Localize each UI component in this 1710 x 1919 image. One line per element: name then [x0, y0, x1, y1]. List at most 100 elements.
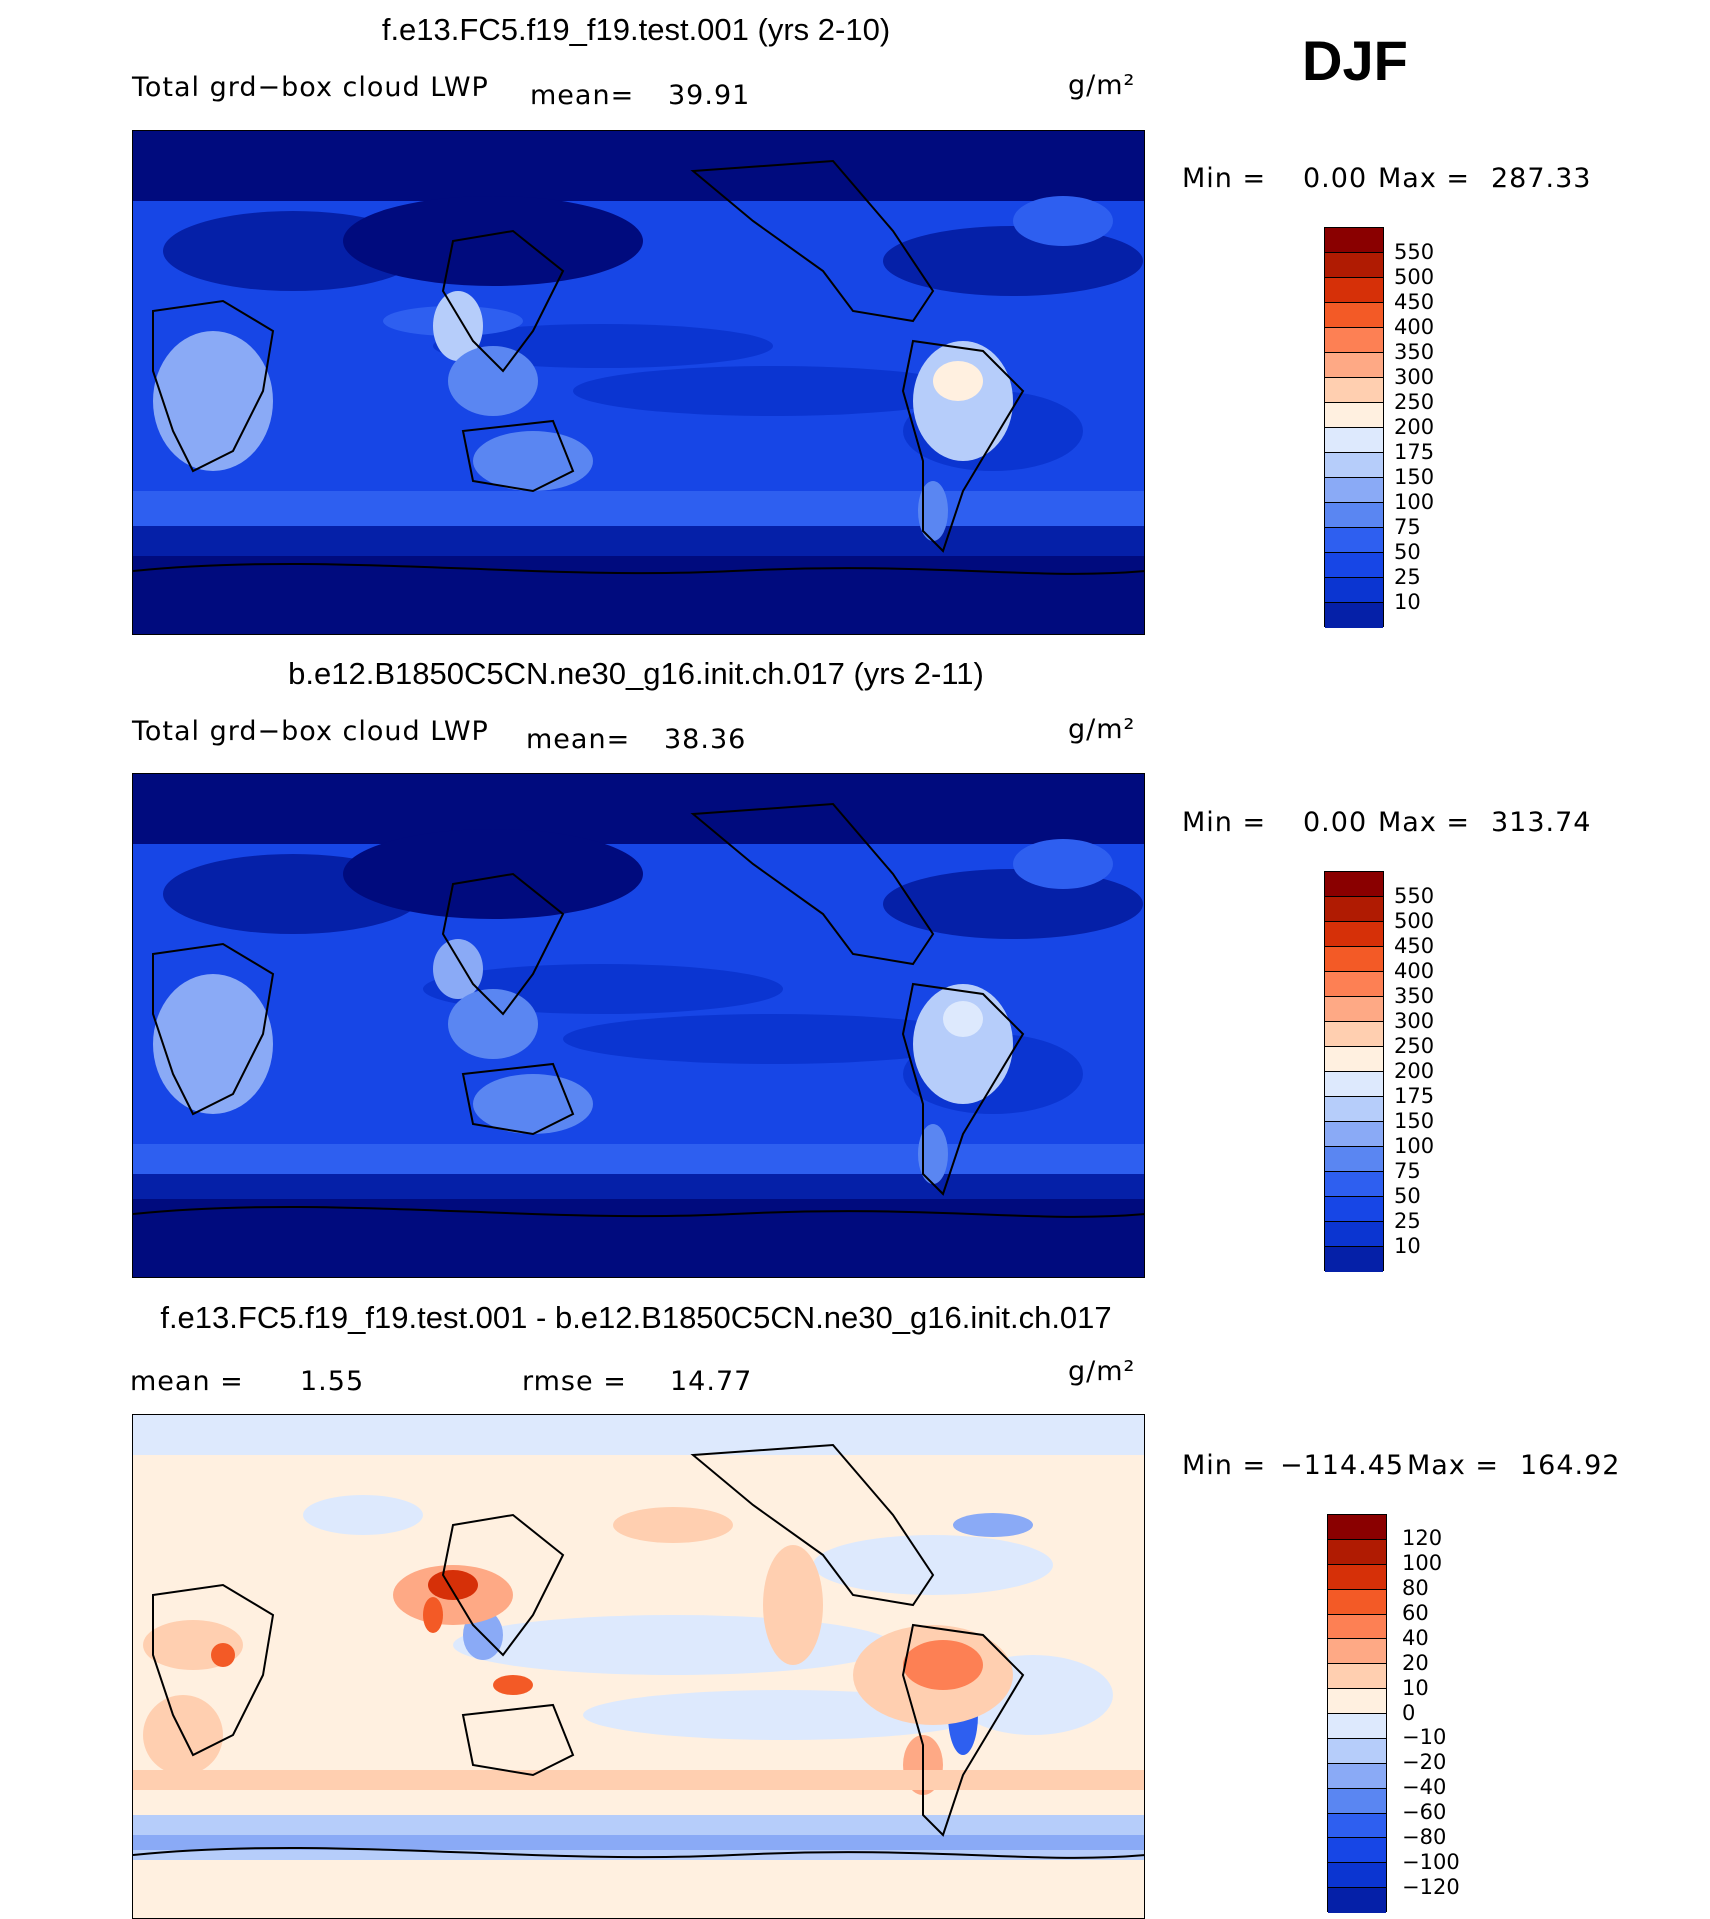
colorbar-label: 450	[1394, 289, 1435, 314]
colorbar-label: 175	[1394, 439, 1435, 464]
colorbar-label: −20	[1402, 1750, 1447, 1775]
panel-3-units: g/m²	[1068, 1356, 1136, 1387]
colorbar-segment	[1328, 1888, 1386, 1913]
colorbar-label: 200	[1394, 1058, 1435, 1083]
colorbar-segment	[1328, 1714, 1386, 1739]
colorbar-segment	[1328, 1614, 1386, 1640]
colorbar-label: 400	[1394, 314, 1435, 339]
colorbar-label: 20	[1402, 1650, 1429, 1675]
colorbar-label: 550	[1394, 239, 1435, 264]
colorbar-segment	[1328, 1813, 1386, 1839]
panel-3-max-label: Max =	[1407, 1450, 1500, 1481]
panel-2-max-value: 313.74	[1491, 807, 1592, 838]
panel-3-mean-label: mean =	[130, 1366, 244, 1397]
colorbar-label: 450	[1394, 933, 1435, 958]
colorbar-segment	[1325, 228, 1383, 253]
colorbar-label: 50	[1394, 539, 1421, 564]
season-label: DJF	[1302, 29, 1408, 92]
colorbar-label: 40	[1402, 1625, 1429, 1650]
panel-1-min-value: 0.00	[1303, 163, 1368, 194]
panel-2-field	[133, 774, 1144, 1277]
colorbar-segment	[1325, 503, 1383, 528]
colorbar-label: 300	[1394, 1008, 1435, 1033]
panel-1-map	[132, 130, 1145, 635]
colorbar-segment	[1328, 1738, 1386, 1764]
panel-3-rmse-label: rmse =	[522, 1366, 627, 1397]
colorbar-segment	[1325, 1072, 1383, 1097]
panel-1-mean-value: 39.91	[668, 80, 751, 111]
panel-2-min-label: Min =	[1182, 807, 1267, 838]
colorbar-segment	[1325, 303, 1383, 328]
colorbar-segment	[1325, 972, 1383, 997]
colorbar-segment	[1325, 603, 1383, 628]
colorbar-label: 100	[1402, 1551, 1443, 1576]
colorbar-label: 300	[1394, 364, 1435, 389]
panel-1-max-value: 287.33	[1491, 163, 1592, 194]
colorbar-label: 0	[1402, 1700, 1416, 1725]
colorbar-label: 100	[1394, 489, 1435, 514]
colorbar-label: 10	[1394, 1233, 1421, 1258]
colorbar-segment	[1325, 578, 1383, 603]
colorbar-segment	[1325, 922, 1383, 947]
colorbar-segment	[1325, 328, 1383, 353]
panel-1-max-label: Max =	[1378, 163, 1471, 194]
colorbar-label: 400	[1394, 958, 1435, 983]
colorbar-label: 75	[1394, 514, 1421, 539]
colorbar-label: 350	[1394, 983, 1435, 1008]
panel-3-title: f.e13.FC5.f19_f19.test.001 - b.e12.B1850…	[160, 1300, 1112, 1335]
panel-1-min-label: Min =	[1182, 163, 1267, 194]
colorbar-segment	[1325, 253, 1383, 278]
colorbar-segment	[1325, 353, 1383, 378]
panel-1-mean-label: mean=	[530, 80, 635, 111]
colorbar-segment	[1325, 1172, 1383, 1197]
panel-2-max-label: Max =	[1378, 807, 1471, 838]
colorbar-segment	[1325, 1122, 1383, 1147]
panel-2-mean-label: mean=	[526, 724, 631, 755]
colorbar-segment	[1328, 1515, 1386, 1540]
colorbar-label: 250	[1394, 1033, 1435, 1058]
colorbar-label: 500	[1394, 264, 1435, 289]
panel-3-mean-value: 1.55	[300, 1366, 365, 1397]
colorbar-label: 80	[1402, 1576, 1429, 1601]
colorbar-label: −100	[1402, 1849, 1460, 1874]
panel-3-field	[133, 1415, 1144, 1918]
panel-3-map	[132, 1414, 1145, 1919]
colorbar-segment	[1325, 528, 1383, 553]
panel-1-variable: Total grd−box cloud LWP	[132, 72, 489, 103]
colorbar-segment	[1325, 1097, 1383, 1122]
colorbar-segment	[1328, 1838, 1386, 1864]
panel-2-map	[132, 773, 1145, 1278]
colorbar-segment	[1325, 278, 1383, 303]
colorbar-segment	[1325, 428, 1383, 453]
colorbar-label: 500	[1394, 908, 1435, 933]
panel-2-title: b.e12.B1850C5CN.ne30_g16.init.ch.017 (yr…	[288, 656, 984, 691]
panel-2-units: g/m²	[1068, 714, 1136, 745]
colorbar-label: 25	[1394, 564, 1421, 589]
colorbar-segment	[1325, 1047, 1383, 1072]
colorbar-label: 150	[1394, 1108, 1435, 1133]
colorbar-segment	[1328, 1689, 1386, 1714]
panel-2-variable: Total grd−box cloud LWP	[132, 716, 489, 747]
panel-1-field	[133, 131, 1144, 634]
colorbar-segment	[1328, 1763, 1386, 1789]
colorbar-segment	[1328, 1589, 1386, 1615]
colorbar-label: −80	[1402, 1824, 1447, 1849]
colorbar-segment	[1325, 897, 1383, 922]
colorbar-segment	[1325, 478, 1383, 503]
colorbar-label: −10	[1402, 1725, 1447, 1750]
colorbar-segment	[1325, 403, 1383, 428]
colorbar-segment	[1325, 378, 1383, 403]
colorbar-label: −120	[1402, 1874, 1460, 1899]
panel-3-rmse-value: 14.77	[670, 1366, 753, 1397]
colorbar-segment	[1328, 1564, 1386, 1590]
panel-2-colorbar	[1324, 871, 1384, 1272]
panel-3-colorbar	[1327, 1514, 1387, 1913]
colorbar-label: 10	[1394, 589, 1421, 614]
panel-3-min-label: Min =	[1182, 1450, 1267, 1481]
colorbar-segment	[1325, 1197, 1383, 1222]
panel-3-max-value: 164.92	[1520, 1450, 1621, 1481]
colorbar-segment	[1325, 1222, 1383, 1247]
panel-1-units: g/m²	[1068, 70, 1136, 101]
panel-1-title: f.e13.FC5.f19_f19.test.001 (yrs 2-10)	[381, 12, 891, 47]
colorbar-label: 550	[1394, 883, 1435, 908]
